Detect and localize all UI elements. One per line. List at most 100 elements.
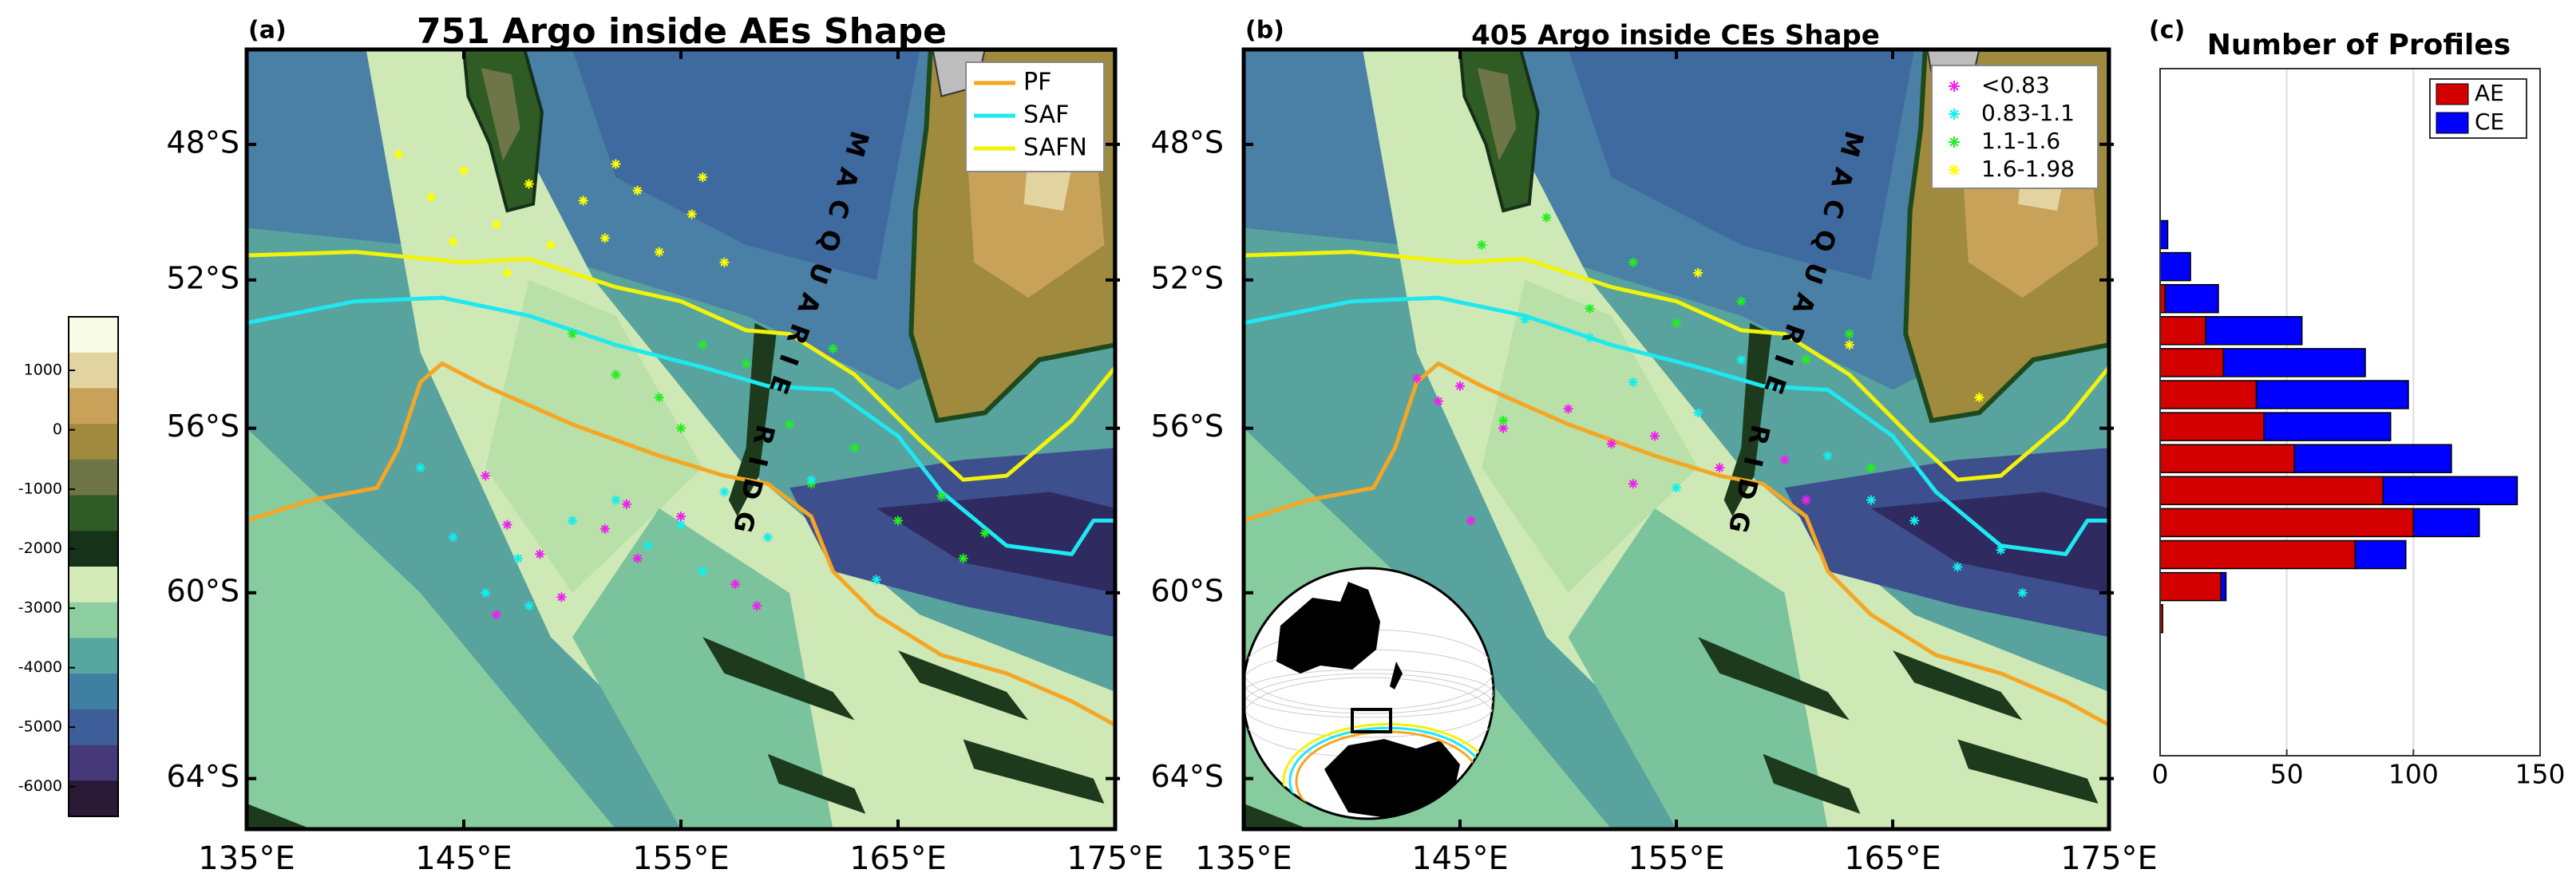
inset-nz [1390,662,1403,689]
profile-point [676,520,686,530]
mid-teal [572,508,833,829]
y-tick-label: 52°S [1151,260,1224,295]
seamount [247,804,312,829]
profile-point [1693,408,1703,418]
profile-point [491,610,501,620]
profile-point [513,553,523,563]
profile-point [1541,212,1552,223]
ridge [1723,322,1772,517]
colorbar-block [69,352,118,389]
map-title: 751 Argo inside AEs Shape [417,11,947,52]
profile-point [1801,354,1811,365]
bar-segment [2263,412,2392,441]
legend-label: PF [1023,69,1051,97]
map-title: 405 Argo inside CEs Shape [1471,20,1880,52]
profile-point [1866,463,1876,473]
bar-segment [2159,348,2225,377]
y-tick-label: 60°S [1151,573,1224,608]
deep-east-2 [1870,492,2109,593]
profile-point [1628,377,1638,387]
bar-segment [2159,444,2295,473]
profile-point [394,149,404,160]
legend-label: 1.6-1.98 [1981,156,2075,182]
profile-point [524,601,534,611]
profile-point [448,236,458,247]
profile-point [502,267,512,278]
x-tick-label: 175°E [1066,840,1164,877]
colorbar-block [69,459,118,496]
graticule [1243,669,1494,718]
colorbar-block [69,495,118,531]
x-tick-label: 150 [2515,759,2566,790]
legend-swatch [1949,81,1960,92]
seamount [1244,804,1309,829]
deep-east-2 [876,492,1115,593]
island-top [481,68,520,161]
x-tick-label: 135°E [198,840,295,877]
colorbar-block [69,674,118,710]
bar-segment [2412,508,2480,538]
bar-segment [2222,348,2366,377]
legend-swatch [2436,112,2469,134]
profile-point [1455,381,1465,391]
seamount [1763,753,1861,814]
profile-point [1498,423,1509,433]
profile-point [828,343,838,354]
bar-segment [2159,316,2206,346]
bar-segment [2255,380,2409,409]
profile-point [481,587,491,598]
inset-antarctica [1324,739,1460,819]
bar-segment [2159,412,2265,441]
panel-label: (a) [248,17,287,45]
bar-segment [2205,316,2303,346]
profile-point [1672,318,1681,328]
inset-box [1351,708,1392,733]
x-tick-label: 155°E [632,840,730,877]
profile-point [698,566,708,576]
legend-label: CE [2475,109,2504,135]
colorbar-tick-label: -5000 [18,718,62,736]
profile-point [1606,439,1616,449]
legend-label: SAFN [1023,134,1087,162]
profile-point [1736,296,1747,306]
colorbar-block [69,638,118,674]
colorbar-block [69,567,118,603]
colorbar-tick-label: -4000 [18,658,62,676]
y-tick-label: 64°S [167,759,239,794]
legend-swatch [1949,109,1960,120]
y-tick-label: 48°S [167,124,239,160]
profile-point [568,329,577,339]
panel-label: (c) [2149,17,2185,45]
profile-point [698,172,708,183]
bar-segment [2159,219,2169,250]
legend-label: 1.1-1.6 [1981,128,2060,154]
legend-swatch [1949,136,1960,148]
front-line [1244,250,2109,482]
profile-point [676,512,686,522]
colorbar-tick-label: 0 [53,421,62,438]
profile-point [730,579,740,589]
bar-segment [2164,283,2219,314]
profile-point [1974,393,1984,403]
profile-point [611,159,621,169]
x-tick-label: 135°E [1195,840,1292,877]
profile-point [676,423,686,433]
colorbar-block [69,602,118,638]
panel-label: (b) [1245,17,1284,45]
profile-point [1649,431,1660,441]
profile-point [1466,516,1476,526]
bar-segment [2354,539,2407,570]
bar-segment [2159,380,2257,409]
seamount [898,650,1029,721]
profile-point [1715,463,1725,473]
profile-point [785,419,794,429]
profile-point [654,393,664,403]
profile-point [1498,415,1509,425]
profile-point [1628,479,1638,489]
x-tick-label: 155°E [1628,840,1725,877]
legend-label: 0.83-1.1 [1981,100,2075,126]
profile-point [599,523,610,534]
profile-point [654,247,664,257]
seamount [767,753,866,814]
ridge [728,322,777,517]
